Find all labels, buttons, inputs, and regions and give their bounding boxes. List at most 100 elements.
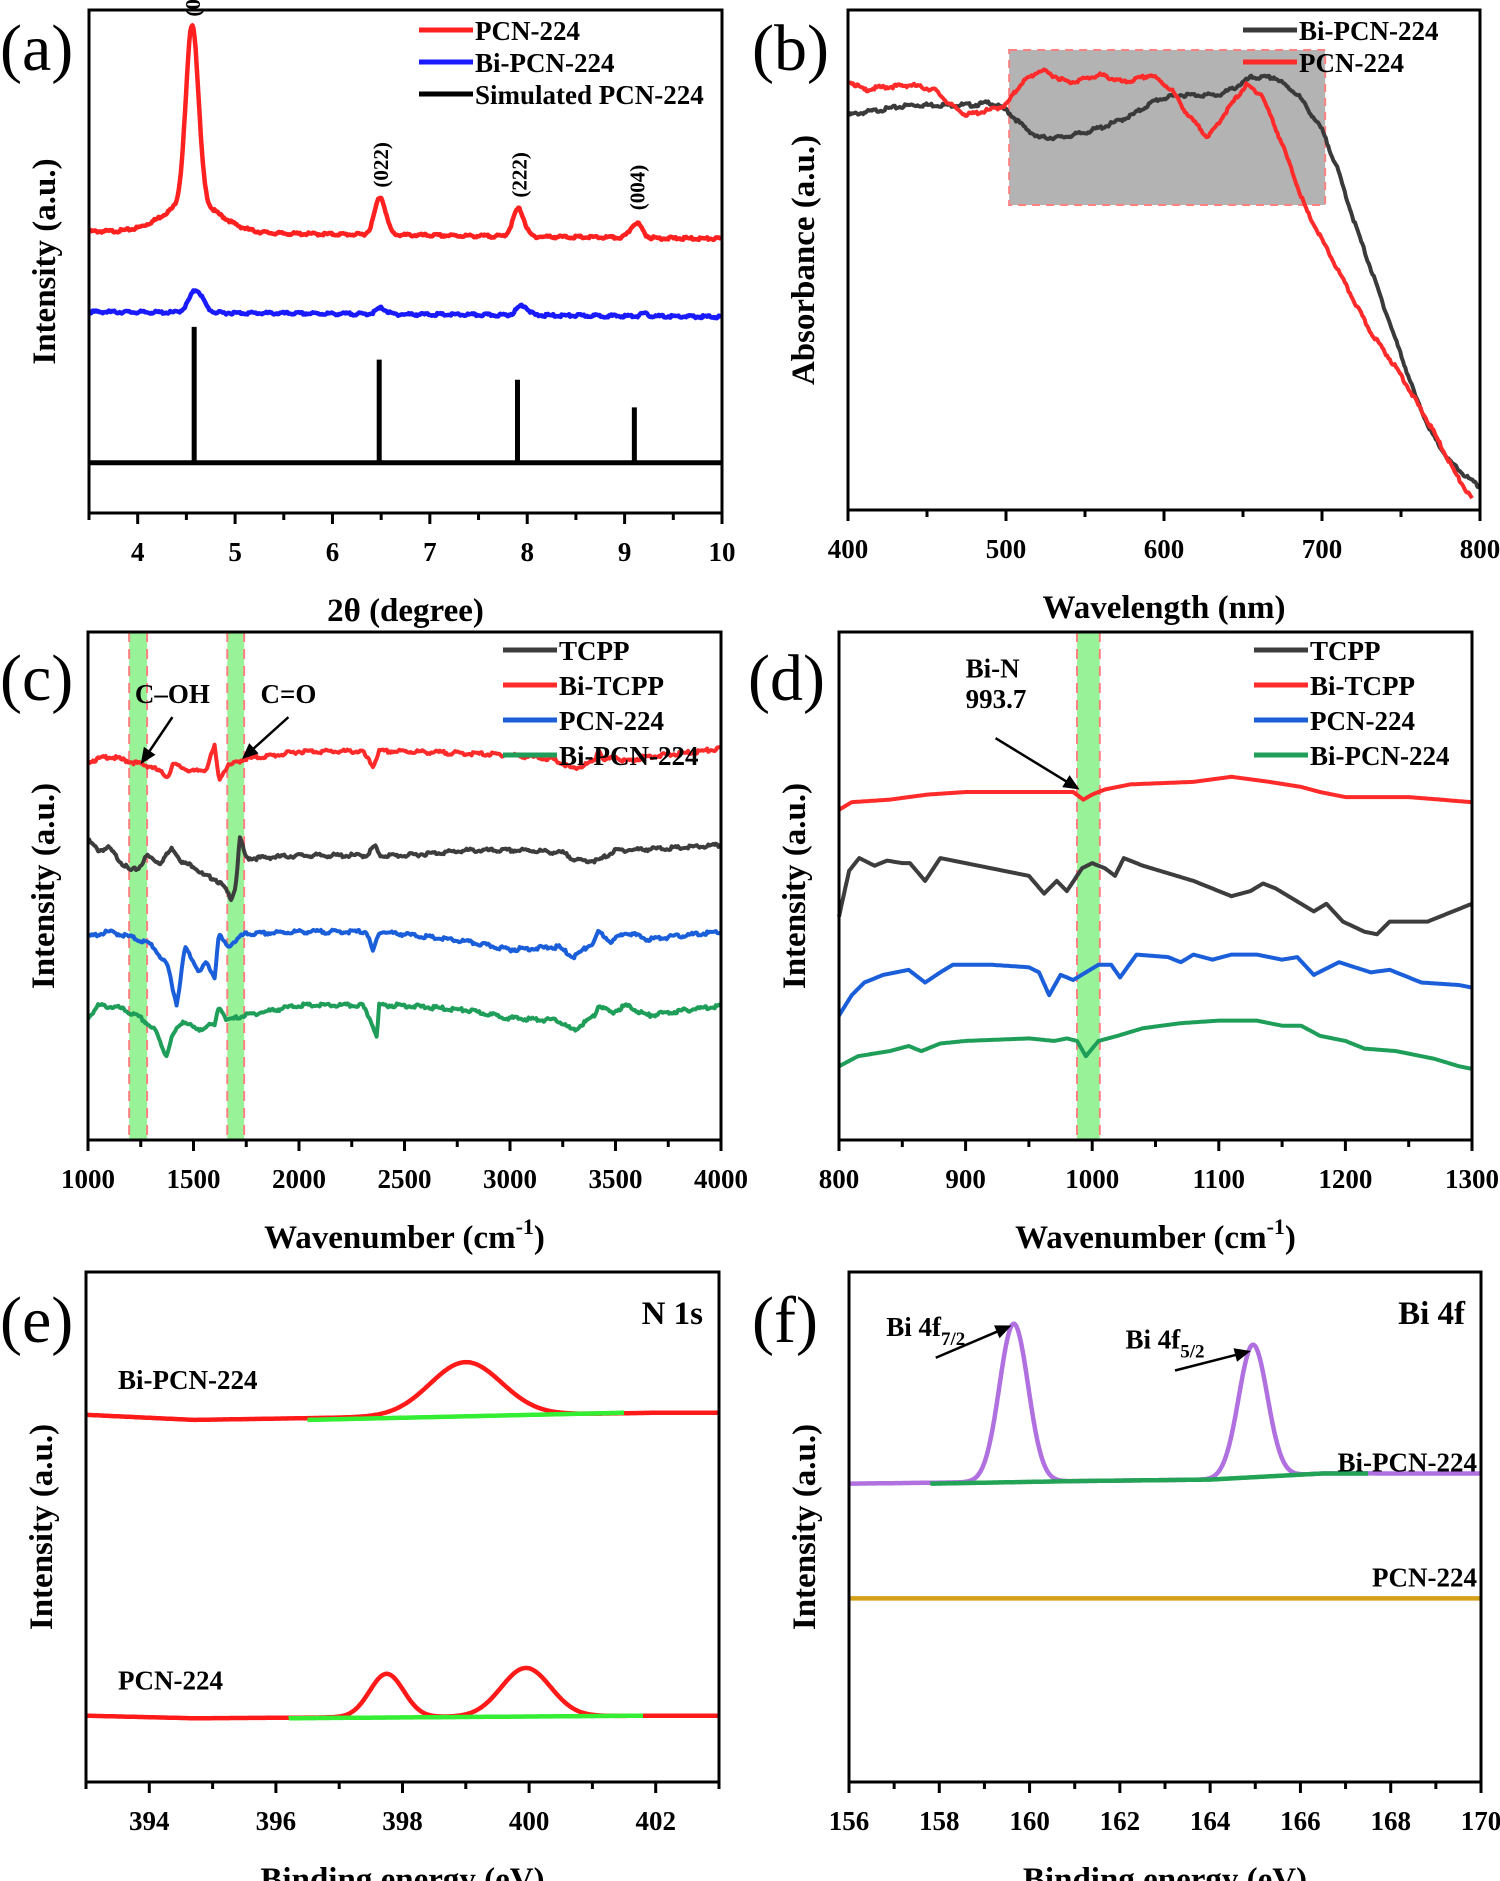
annotation-label: C=O bbox=[261, 679, 317, 709]
annotation-label: Bi-N bbox=[966, 654, 1021, 684]
x-tick-label: 4 bbox=[131, 537, 145, 567]
annotation: (004) bbox=[625, 165, 649, 211]
sample-label: Bi-PCN-224 bbox=[118, 1365, 257, 1395]
x-axis-title: Wavenumber (cm-1) bbox=[264, 1214, 545, 1256]
panel-label: (c) bbox=[0, 642, 73, 715]
annotation: C–OH bbox=[135, 679, 210, 765]
arrow-head-icon bbox=[994, 1325, 1012, 1339]
x-tick-label: 396 bbox=[256, 1806, 297, 1836]
series-line bbox=[838, 1018, 1473, 1071]
series-line bbox=[286, 1713, 645, 1721]
x-tick-label: 800 bbox=[1460, 534, 1500, 564]
x-tick-label: 400 bbox=[509, 1806, 550, 1836]
annotation: C=O bbox=[242, 679, 316, 759]
series-line bbox=[87, 288, 724, 321]
annotation-label: 993.7 bbox=[966, 684, 1027, 714]
x-tick-label: 10 bbox=[709, 537, 736, 567]
arrow-head-icon bbox=[1062, 775, 1080, 790]
annotation: 993.7 bbox=[966, 684, 1080, 790]
panel-label: (b) bbox=[752, 12, 829, 85]
x-tick-label: 700 bbox=[1302, 534, 1343, 564]
x-tick-label: 1000 bbox=[61, 1164, 115, 1194]
panel-label: (a) bbox=[0, 12, 73, 85]
arrow-line bbox=[248, 716, 290, 754]
legend-item: PCN-224 bbox=[1254, 706, 1415, 736]
legend-label: Bi-TCPP bbox=[559, 671, 664, 701]
legend-item: Bi-PCN-224 bbox=[503, 741, 698, 771]
legend-label: Bi-PCN-224 bbox=[1310, 741, 1449, 771]
panel-label: (d) bbox=[748, 642, 825, 715]
legend-item: Simulated PCN-224 bbox=[419, 80, 704, 110]
x-tick-label: 500 bbox=[986, 534, 1027, 564]
x-tick-label: 6 bbox=[326, 537, 340, 567]
x-tick-label: 1000 bbox=[1065, 1164, 1119, 1194]
legend-label: Bi-PCN-224 bbox=[475, 48, 614, 78]
x-tick-label: 1300 bbox=[1445, 1164, 1499, 1194]
x-axis-title: Wavenumber (cm-1) bbox=[1015, 1214, 1296, 1256]
x-tick-label: 156 bbox=[829, 1806, 870, 1836]
x-tick-label: 400 bbox=[828, 534, 869, 564]
legend-item: Bi-TCPP bbox=[503, 671, 664, 701]
peak-index-label: (022) bbox=[369, 142, 393, 188]
legend-label: Bi-PCN-224 bbox=[559, 741, 698, 771]
x-tick-label: 2500 bbox=[378, 1164, 432, 1194]
arrow-line bbox=[145, 716, 174, 757]
legend-label: PCN-224 bbox=[559, 706, 664, 736]
panel-c-ftir-full: (c) 1000 1500 2000 2500 3000 3500 4000 Wavenumbe… bbox=[0, 630, 748, 1256]
peak-index-label: (002) bbox=[181, 0, 205, 17]
annotation: Bi-N bbox=[966, 654, 1021, 684]
annotation-label: Bi 4f5/2 bbox=[1125, 1325, 1204, 1363]
panel-e-xps-n1s: (e) 394 396 398 400 402 Binding energy (eV) Int… bbox=[0, 1270, 721, 1881]
sample-label: PCN-224 bbox=[1372, 1562, 1477, 1592]
x-tick-label: 600 bbox=[1144, 534, 1185, 564]
peak-index-label: (004) bbox=[625, 165, 649, 211]
panel-f-xps-bi4f: (f) 156 158 160 162 164 166 168 170 Binding energ… bbox=[752, 1270, 1500, 1881]
x-tick-label: 162 bbox=[1100, 1806, 1141, 1836]
x-tick-label: 4000 bbox=[694, 1164, 748, 1194]
x-tick-label: 168 bbox=[1370, 1806, 1411, 1836]
x-tick-label: 1200 bbox=[1318, 1164, 1372, 1194]
y-axis-title: Intensity (a.u.) bbox=[24, 1424, 60, 1630]
panel-a-xrd: (a) 4 5 6 7 8 9 10 2θ (degree) Intensity (a.u.) PC… bbox=[0, 0, 736, 629]
arrow-head-icon bbox=[242, 743, 259, 759]
legend-item: PCN-224 bbox=[1243, 48, 1404, 78]
x-tick-label: 3000 bbox=[483, 1164, 537, 1194]
spectrum-title: N 1s bbox=[642, 1296, 704, 1332]
legend-item: PCN-224 bbox=[503, 706, 664, 736]
series-line bbox=[87, 927, 723, 1008]
plot-frame bbox=[84, 1270, 721, 1784]
legend-item: Bi-PCN-224 bbox=[1254, 741, 1449, 771]
panel-label: (e) bbox=[0, 1284, 73, 1357]
x-tick-label: 7 bbox=[423, 537, 437, 567]
annotation: (222) bbox=[507, 152, 531, 198]
y-axis-title: Intensity (a.u.) bbox=[787, 1424, 823, 1630]
y-axis-title: Intensity (a.u.) bbox=[777, 783, 813, 989]
sample-label: PCN-224 bbox=[118, 1666, 223, 1696]
arrow-line bbox=[1174, 1352, 1242, 1372]
panel-b-uvvis: (b) 400 500 600 700 800 Wavelength (nm) Absorba… bbox=[752, 8, 1500, 626]
legend-label: TCPP bbox=[559, 636, 630, 666]
x-tick-label: 800 bbox=[819, 1164, 860, 1194]
legend-item: PCN-224 bbox=[419, 16, 580, 46]
x-tick-label: 402 bbox=[635, 1806, 676, 1836]
x-tick-label: 9 bbox=[618, 537, 632, 567]
legend-item: Bi-TCPP bbox=[1254, 671, 1415, 701]
legend-label: PCN-224 bbox=[1299, 48, 1404, 78]
series-line bbox=[86, 1001, 723, 1059]
arrow-head-icon bbox=[140, 746, 156, 765]
peak-index-label: (222) bbox=[507, 152, 531, 198]
legend-item: Bi-PCN-224 bbox=[419, 48, 614, 78]
x-axis-title: Binding energy (eV) bbox=[260, 1862, 544, 1881]
spectrum-title: Bi 4f bbox=[1398, 1296, 1466, 1332]
series-line bbox=[305, 1410, 626, 1423]
x-tick-label: 2000 bbox=[272, 1164, 326, 1194]
series-line bbox=[87, 835, 722, 902]
legend-label: PCN-224 bbox=[1310, 706, 1415, 736]
x-tick-label: 5 bbox=[228, 537, 242, 567]
x-tick-label: 166 bbox=[1280, 1806, 1321, 1836]
x-axis-title: Binding energy (eV) bbox=[1023, 1862, 1307, 1881]
annotation: (002) bbox=[181, 0, 205, 17]
legend-label: Bi-PCN-224 bbox=[1299, 16, 1438, 46]
highlight-band bbox=[1077, 632, 1100, 1140]
annotation: Bi 4f7/2 bbox=[886, 1312, 1012, 1359]
